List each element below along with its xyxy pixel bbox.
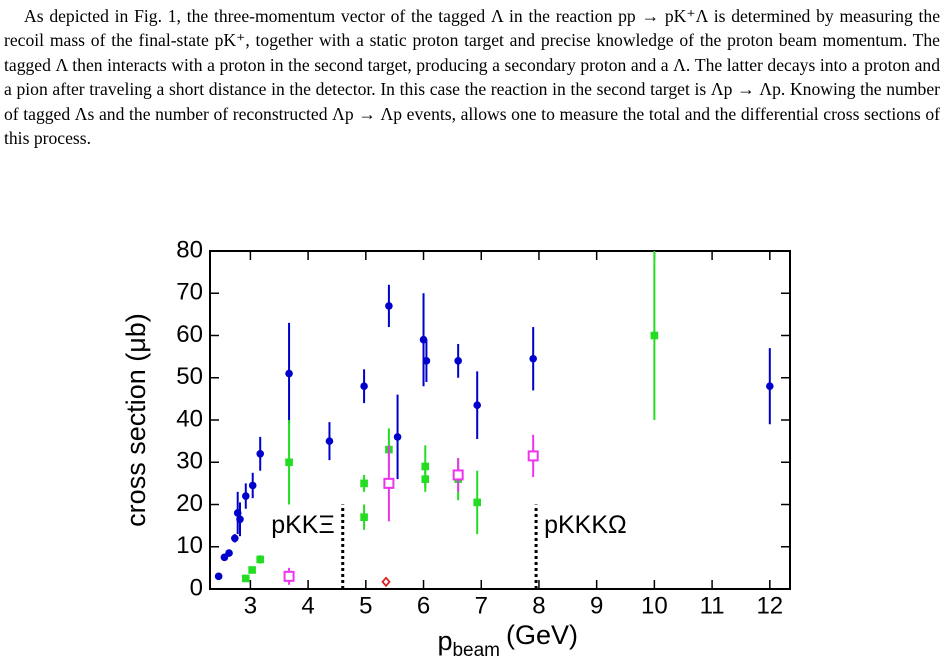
y-tick-label: 40 bbox=[176, 405, 203, 432]
point bbox=[283, 570, 295, 582]
y-tick-label: 20 bbox=[176, 490, 203, 517]
point bbox=[231, 534, 239, 543]
y-tick-label: 50 bbox=[176, 363, 203, 390]
point bbox=[360, 479, 368, 488]
point bbox=[248, 566, 256, 574]
x-tick-label: 9 bbox=[590, 592, 603, 619]
point bbox=[241, 574, 250, 583]
point bbox=[360, 513, 368, 521]
x-tick-label: 10 bbox=[641, 592, 668, 619]
x-tick-label: 7 bbox=[475, 592, 488, 619]
point bbox=[325, 437, 334, 445]
x-tick-label: 4 bbox=[301, 592, 314, 619]
point bbox=[421, 475, 430, 483]
point bbox=[650, 331, 659, 340]
point bbox=[285, 458, 293, 467]
y-tick-label: 30 bbox=[176, 448, 203, 475]
x-tick-label: 5 bbox=[359, 592, 372, 619]
point bbox=[214, 572, 223, 581]
x-label-main: p bbox=[437, 626, 452, 656]
threshold-label: pKKΞ bbox=[271, 511, 335, 539]
point bbox=[383, 477, 395, 489]
point bbox=[256, 450, 265, 458]
threshold-label: pKKKΩ bbox=[544, 511, 627, 539]
point bbox=[422, 357, 431, 365]
point bbox=[285, 369, 293, 378]
x-label-sub: beam bbox=[452, 640, 500, 661]
y-tick-label: 10 bbox=[176, 532, 203, 559]
point bbox=[527, 450, 539, 462]
point bbox=[225, 549, 233, 557]
point bbox=[452, 469, 464, 481]
point bbox=[473, 498, 482, 507]
x-axis-unit: (GeV) bbox=[506, 620, 578, 650]
point bbox=[454, 357, 462, 365]
x-tick-label: 3 bbox=[244, 592, 257, 619]
point bbox=[360, 382, 368, 390]
point bbox=[381, 576, 391, 588]
chart: cross section (μb) pbeam (GeV) 3 4 5 6 7 8 9 10… bbox=[121, 236, 791, 661]
x-tick-label: 12 bbox=[756, 592, 783, 619]
point bbox=[473, 401, 482, 410]
point bbox=[766, 382, 774, 390]
y-tick-label: 60 bbox=[176, 321, 203, 348]
x-axis-label: pbeam bbox=[437, 626, 500, 661]
point bbox=[236, 515, 244, 524]
y-tick-label: 0 bbox=[190, 574, 203, 601]
y-axis-label: cross section (μb) bbox=[121, 313, 151, 527]
y-tick-label: 80 bbox=[176, 236, 203, 263]
y-tick-label: 70 bbox=[176, 279, 203, 306]
point bbox=[385, 302, 393, 310]
x-tick-label: 11 bbox=[700, 592, 725, 619]
paragraph: As depicted in Fig. 1, the three-momentu… bbox=[4, 6, 940, 149]
point bbox=[241, 492, 250, 500]
point bbox=[393, 433, 402, 441]
x-tick-label: 6 bbox=[417, 592, 430, 619]
point bbox=[529, 354, 537, 363]
point bbox=[256, 555, 265, 564]
point bbox=[248, 481, 257, 490]
x-tick-label: 8 bbox=[532, 592, 545, 619]
